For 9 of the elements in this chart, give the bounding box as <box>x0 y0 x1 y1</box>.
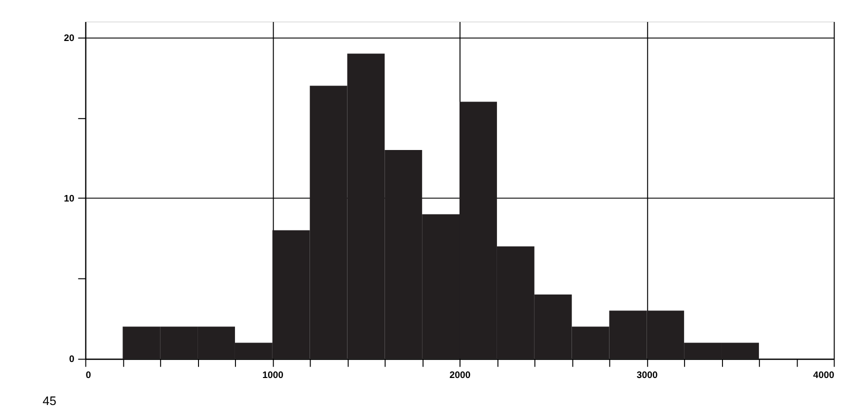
x-tick-label: 1000 <box>262 370 284 382</box>
x-tick-label: 0 <box>86 370 92 382</box>
x-tick-label: 3000 <box>636 370 658 382</box>
y-tick-label: 10 <box>64 193 74 204</box>
text: 45 <box>42 394 56 408</box>
x-tick-label: 4000 <box>813 370 834 382</box>
y-tick-label: 0 <box>69 354 74 366</box>
x-tick-label: 2000 <box>449 370 471 382</box>
y-tick-label: 20 <box>64 32 74 44</box>
